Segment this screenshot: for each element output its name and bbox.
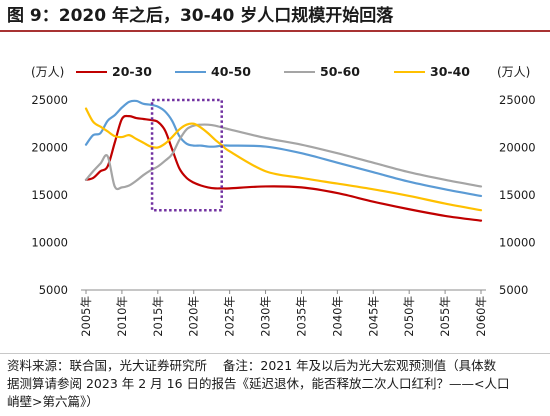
source-line: 峭壁>第六篇》） [7,394,99,409]
legend-label-20-30: 20-30 [112,64,152,79]
legend-swatch-20-30 [76,70,107,74]
x-tick-label: 2050年 [402,296,416,337]
x-tick-label: 2005年 [79,296,93,337]
y-axis-unit-left: (万人) [31,65,65,79]
highlight-box [150,98,223,212]
y-tick-label-left: 5000 [39,283,68,297]
x-tick-label: 2040年 [330,296,344,337]
x-tick-label: 2045年 [366,296,380,337]
y-tick-label-left: 25000 [31,93,68,107]
title-underline [0,30,550,32]
y-tick-label-right: 25000 [499,93,536,107]
line-chart: 2005年 2010年 2015年 2020年 2025年 2030年 2035年 2040年… [31,93,536,337]
y-tick-label-right: 5000 [499,283,528,297]
x-tick-label: 2010年 [115,296,129,337]
source-note: 资料来源：联合国，光大证券研究所 备注：2021 年及以后为光大宏观预测值（具体… [7,357,547,411]
legend-item-20-30: 20-30 [76,63,152,81]
y-tick-label-right: 15000 [499,188,536,202]
y-tick-label-right: 10000 [499,236,536,250]
series-line-40-50 [84,99,483,198]
series-line-50-60 [84,123,483,191]
legend-item-30-40: 30-40 [394,63,470,81]
legend-swatch-30-40 [394,70,425,74]
legend-swatch-40-50 [175,70,206,74]
y-tick-label-left: 10000 [31,236,68,250]
legend-label-50-60: 50-60 [320,64,360,79]
x-tick-label: 2025年 [223,296,237,337]
source-line: 资料来源：联合国，光大证券研究所 备注：2021 年及以后为光大宏观预测值（具体… [7,358,497,373]
x-tick-label: 2035年 [294,296,308,337]
x-tick-label: 2020年 [187,296,201,337]
y-tick-label-left: 15000 [31,188,68,202]
legend-item-50-60: 50-60 [284,63,360,81]
source-divider [0,353,550,354]
y-axis-unit-right: (万人) [497,65,531,79]
legend-item-40-50: 40-50 [175,63,251,81]
legend-label-40-50: 40-50 [211,64,251,79]
series-line-30-40 [84,107,483,212]
x-tick-label: 2030年 [259,296,273,337]
x-tick-label: 2060年 [474,296,488,337]
source-line: 据测算请参阅 2023 年 2 月 16 日的报告《延迟退休，能否释放二次人口红… [7,376,510,391]
x-tick-label: 2055年 [438,296,452,337]
y-tick-label-right: 20000 [499,141,536,155]
series-line-20-30 [84,114,483,222]
x-tick-label: 2015年 [151,296,165,337]
figure-title: 图 9：2020 年之后，30-40 岁人口规模开始回落 [7,6,394,26]
legend-swatch-50-60 [284,70,315,74]
legend-label-30-40: 30-40 [430,64,470,79]
y-tick-label-left: 20000 [31,141,68,155]
